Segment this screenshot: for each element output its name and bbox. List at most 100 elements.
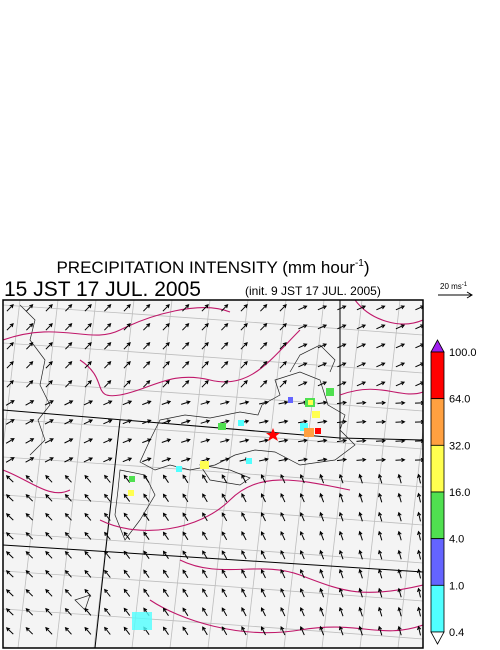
wind-arrow — [44, 419, 54, 425]
wind-arrow — [143, 569, 150, 578]
colorbar-label: 16.0 — [449, 487, 470, 499]
wind-arrow — [356, 305, 367, 311]
wind-arrow — [123, 361, 131, 369]
wind-arrow — [397, 473, 402, 484]
wind-arrow — [317, 400, 328, 405]
wind-arrow — [84, 323, 92, 331]
title-text: PRECIPITATION INTENSITY (mm hour — [56, 258, 355, 277]
wind-arrow — [260, 474, 266, 484]
wind-arrow — [279, 380, 287, 388]
wind-arrow — [6, 304, 14, 312]
wind-arrow — [378, 530, 383, 541]
wind-arrow — [338, 511, 344, 522]
wind-arrow — [378, 492, 383, 503]
wind-arrow — [104, 304, 112, 312]
wind-arrow — [278, 400, 289, 405]
wind-arrow — [338, 568, 344, 579]
wind-arrow — [338, 473, 344, 484]
wind-arrow — [298, 438, 308, 443]
meridian — [245, 300, 287, 648]
wind-arrow — [260, 304, 268, 312]
wind-arrow — [45, 550, 53, 559]
wind-arrow — [358, 492, 363, 503]
wind-arrow — [298, 457, 308, 462]
wind-arrow — [104, 607, 111, 616]
wind-arrow — [45, 342, 53, 350]
wind-arrow — [417, 625, 422, 636]
wind-arrow — [64, 474, 72, 483]
wind-arrow — [280, 549, 286, 560]
wind-arrow — [298, 419, 308, 424]
parallel — [3, 608, 423, 640]
wind-arrow — [221, 531, 228, 541]
wind-arrow — [221, 361, 229, 369]
wind-arrow — [280, 530, 286, 541]
colorbar-label: 100.0 — [449, 347, 477, 359]
wind-arrow — [258, 419, 269, 424]
wind-arrow — [182, 626, 189, 636]
wind-arrow — [417, 587, 422, 598]
wind-arrow — [143, 474, 150, 483]
wind-arrow — [395, 305, 406, 311]
wind-arrow — [45, 626, 53, 635]
wind-arrow — [260, 569, 266, 579]
wind-arrow — [397, 492, 402, 503]
wind-arrow — [84, 588, 92, 597]
wind-arrow — [358, 530, 363, 541]
wind-arrow — [64, 569, 72, 578]
wind-arrow — [84, 304, 92, 312]
wind-arrow — [336, 419, 348, 424]
wind-arrow — [25, 551, 34, 559]
wind-arrow — [221, 474, 228, 484]
wind-arrow — [25, 570, 34, 578]
wind-arrow — [5, 551, 14, 559]
init-time: (init. 9 JST 17 JUL. 2005) — [245, 284, 381, 298]
wind-arrow — [220, 400, 230, 405]
wind-arrow — [104, 342, 112, 350]
wind-arrow — [417, 606, 422, 617]
wind-arrow — [182, 342, 190, 350]
meridian — [474, 300, 500, 648]
wind-arrow — [220, 457, 230, 462]
wind-arrow — [356, 457, 367, 462]
wind-arrow — [336, 400, 348, 405]
wind-arrow — [240, 342, 248, 350]
wind-arrow — [65, 380, 73, 388]
map-background — [3, 300, 423, 648]
wind-arrow — [415, 305, 423, 311]
wind-arrow — [221, 342, 229, 350]
precip-cells — [128, 388, 334, 630]
parallel — [3, 380, 423, 412]
wind-arrow — [5, 589, 14, 597]
wind-arrow — [84, 607, 92, 616]
wind-arrow — [142, 419, 152, 425]
wind-arrow — [83, 419, 94, 425]
wind-arrow — [221, 588, 228, 598]
wind-arrow — [45, 531, 53, 540]
wind-arrow — [337, 362, 347, 368]
wind-arrow — [317, 457, 328, 462]
wind-arrow — [25, 513, 34, 521]
wind-arrow — [240, 380, 248, 388]
wind-arrow — [260, 512, 266, 522]
wind-arrow — [299, 530, 305, 541]
wind-arrow — [65, 323, 73, 331]
wind-arrow — [162, 607, 169, 616]
wind-arrow — [317, 381, 328, 387]
wind-arrow — [64, 588, 72, 597]
wind-arrow — [44, 457, 54, 463]
wind-arrow — [64, 493, 72, 502]
wind-arrow — [5, 419, 15, 425]
wind-arrow — [161, 438, 172, 443]
colorbar-segment — [430, 444, 445, 493]
wind-arrow — [356, 438, 367, 443]
wind-arrow — [397, 530, 402, 541]
wind-arrow — [200, 400, 211, 405]
wind-arrow — [123, 512, 131, 521]
wind-arrow — [200, 438, 211, 443]
wind-arrow — [338, 625, 344, 636]
wind-arrow — [143, 342, 151, 350]
wind-arrow — [338, 492, 344, 503]
wind-arrow — [241, 588, 247, 598]
wind-arrow — [104, 569, 111, 578]
